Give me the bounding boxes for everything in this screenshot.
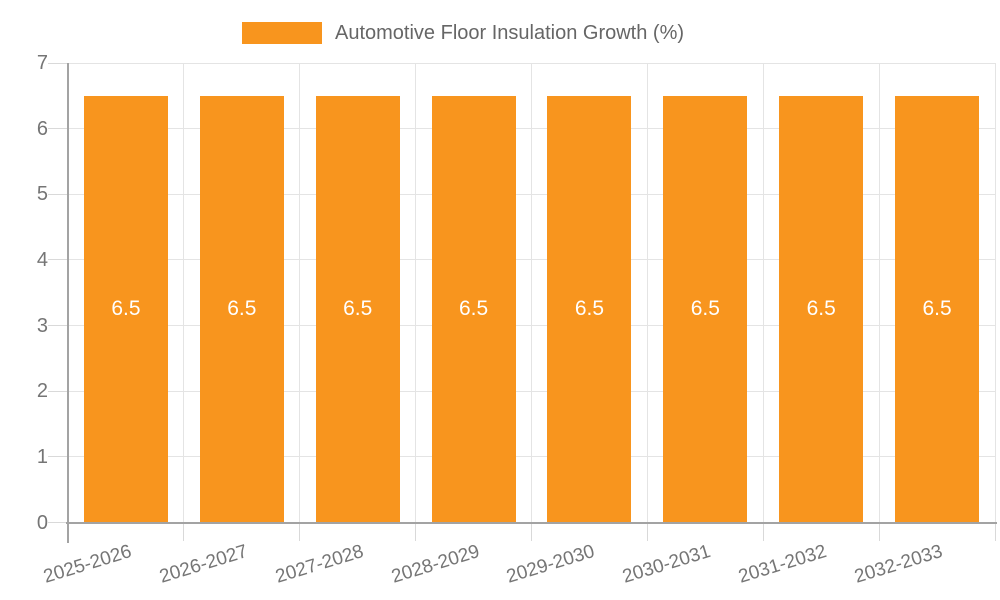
- bar: [779, 95, 864, 523]
- x-axis-tick: [531, 523, 532, 541]
- y-axis-tick: [48, 390, 68, 392]
- bar: [315, 95, 400, 523]
- y-axis-line: [66, 63, 69, 543]
- y-axis-tick: [48, 522, 68, 523]
- x-gridline: [183, 63, 185, 523]
- bar-value-label: 6.5: [458, 297, 489, 321]
- y-axis-label: 6: [36, 117, 48, 140]
- bar-value-label: 6.5: [806, 297, 836, 321]
- x-gridline: [299, 63, 301, 523]
- bar: [431, 95, 516, 523]
- bar: [547, 95, 632, 523]
- bar-value-label: 6.5: [343, 297, 373, 321]
- x-axis-tick: [878, 523, 880, 541]
- x-gridline: [994, 63, 996, 523]
- x-axis-tick: [762, 523, 764, 541]
- y-axis-tick: [48, 128, 68, 130]
- y-axis-label: 4: [36, 248, 48, 271]
- y-axis-tick: [48, 193, 68, 195]
- bar-value-label: 6.5: [111, 297, 141, 321]
- bar-value-label: 6.5: [922, 297, 952, 321]
- y-axis-label: 3: [36, 314, 48, 337]
- x-axis-tick: [183, 523, 185, 541]
- y-axis-tick: [48, 456, 68, 458]
- bar-value-label: 6.5: [690, 297, 720, 321]
- legend-label: Automotive Floor Insulation Growth (%): [335, 22, 685, 44]
- bar: [663, 95, 748, 523]
- bar: [83, 95, 168, 523]
- x-gridline: [762, 63, 764, 523]
- y-axis-tick: [48, 259, 68, 261]
- bar: [895, 95, 980, 523]
- y-axis-tick: [48, 62, 68, 64]
- x-axis-tick: [646, 523, 648, 541]
- bar: [199, 95, 284, 523]
- x-gridline: [878, 63, 880, 523]
- y-axis-label: 5: [36, 183, 48, 206]
- y-axis-label: 7: [36, 52, 48, 74]
- x-gridline: [415, 63, 417, 523]
- x-gridline: [646, 63, 648, 523]
- y-axis-label: 0: [36, 511, 48, 534]
- x-gridline: [531, 63, 532, 523]
- y-axis-label: 2: [36, 380, 48, 403]
- y-axis-tick: [48, 325, 68, 327]
- bar-value-label: 6.5: [227, 297, 257, 321]
- bar-value-label: 6.5: [574, 297, 605, 321]
- x-axis-tick: [994, 523, 996, 541]
- y-axis-label: 1: [36, 445, 48, 468]
- x-axis-tick: [415, 523, 417, 541]
- legend-swatch: [242, 22, 322, 44]
- x-axis-tick: [299, 523, 301, 541]
- x-axis-line: [66, 521, 997, 524]
- chart-legend-item[interactable]: Automotive Floor Insulation Growth (%): [242, 22, 684, 44]
